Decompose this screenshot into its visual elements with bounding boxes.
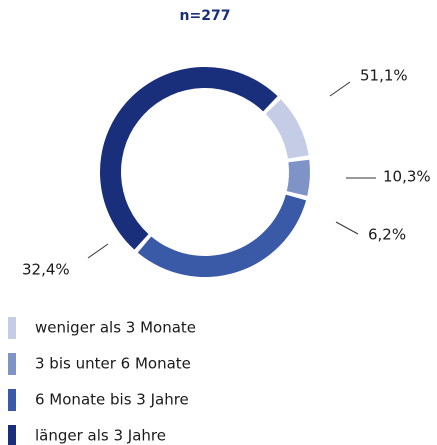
legend-label: länger als 3 Jahre bbox=[35, 427, 166, 445]
legend-label: 3 bis unter 6 Monate bbox=[35, 355, 191, 373]
legend-label: weniger als 3 Monate bbox=[35, 319, 196, 337]
donut-segment bbox=[137, 194, 307, 278]
data-label: 32,4% bbox=[22, 261, 70, 279]
leader-line bbox=[87, 243, 109, 259]
data-label: 51,1% bbox=[360, 67, 408, 85]
legend-swatch bbox=[8, 389, 16, 411]
donut-segment bbox=[286, 159, 311, 196]
data-label: 6,2% bbox=[368, 226, 406, 244]
legend-swatch bbox=[8, 317, 16, 339]
donut-segment bbox=[265, 99, 309, 159]
legend-label: 6 Monate bis 3 Jahre bbox=[35, 391, 189, 409]
legend-swatch bbox=[8, 353, 16, 375]
legend-swatch bbox=[8, 425, 16, 445]
leader-line bbox=[335, 221, 359, 235]
chart-title: n=277 bbox=[180, 8, 231, 24]
donut-segment bbox=[99, 66, 278, 250]
data-label: 10,3% bbox=[383, 168, 431, 186]
leader-line bbox=[329, 81, 351, 97]
